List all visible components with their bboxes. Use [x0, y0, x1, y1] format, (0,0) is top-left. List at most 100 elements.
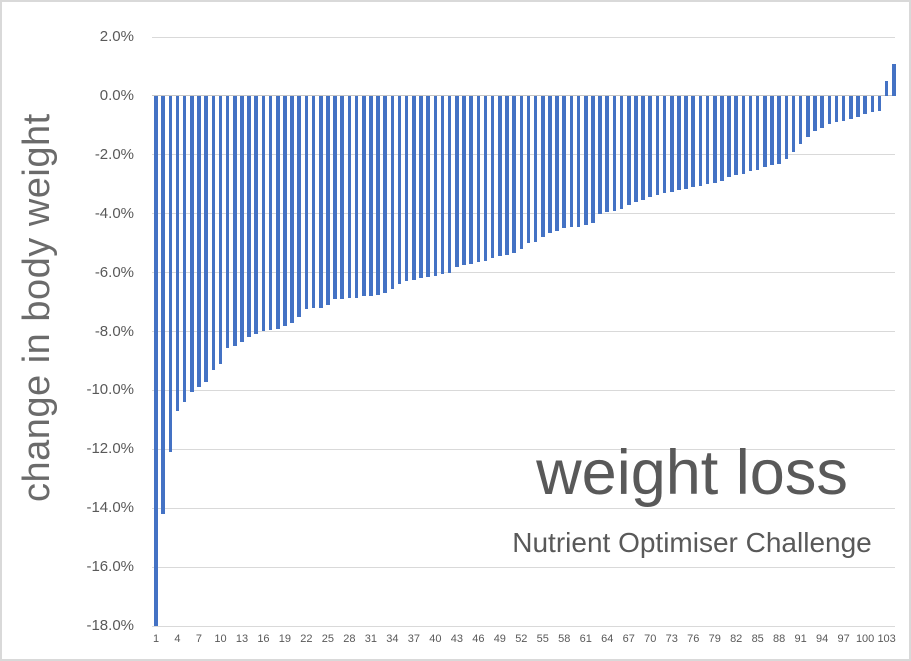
x-tick-label: 52: [515, 633, 528, 645]
bar: [455, 95, 459, 267]
x-tick-label: 49: [493, 633, 506, 645]
bar: [748, 95, 753, 171]
bar: [712, 95, 717, 183]
bar: [684, 95, 688, 189]
bar: [669, 95, 674, 192]
bar: [512, 95, 516, 254]
bar: [433, 95, 438, 276]
bar: [834, 95, 839, 123]
zero-axis-line: [152, 95, 895, 97]
y-tick-label: -14.0%: [86, 499, 134, 517]
bar: [404, 95, 409, 282]
bar: [340, 95, 345, 300]
bar: [648, 95, 653, 198]
bar: [483, 95, 488, 261]
gridline: [152, 389, 895, 391]
bar: [440, 95, 445, 275]
bar: [261, 95, 266, 332]
bar: [662, 95, 667, 194]
bar: [311, 95, 316, 308]
x-tick-label: 85: [751, 633, 764, 645]
bar: [190, 95, 194, 392]
x-tick-label: 97: [837, 633, 850, 645]
bar: [361, 95, 366, 297]
bar: [612, 95, 617, 211]
x-tick-label: 76: [687, 633, 700, 645]
bar: [498, 95, 502, 257]
bar: [734, 95, 738, 176]
x-tick-label: 28: [343, 633, 356, 645]
gridline: [152, 625, 895, 627]
bar: [211, 95, 216, 370]
y-tick-label: -18.0%: [86, 617, 134, 634]
bar: [283, 95, 287, 326]
x-tick-label: 94: [816, 633, 829, 645]
x-tick-label: 88: [773, 633, 786, 645]
plot-area: [152, 36, 896, 627]
bar: [806, 95, 810, 138]
y-tick-label: -6.0%: [94, 263, 134, 281]
bar: [541, 95, 545, 238]
bar: [741, 95, 746, 174]
chart-title: weight loss: [536, 438, 848, 508]
bar: [698, 95, 703, 186]
bar: [447, 95, 452, 273]
x-tick-label: 103: [877, 633, 896, 645]
bar: [576, 95, 581, 227]
y-tick-label: -2.0%: [94, 145, 134, 163]
x-tick-label: 7: [195, 633, 203, 645]
x-tick-label: 34: [386, 633, 399, 645]
x-tick-label: 31: [364, 633, 377, 645]
gridline: [152, 566, 895, 568]
bar: [820, 95, 824, 129]
bar: [197, 95, 201, 388]
bar: [268, 95, 273, 331]
bar: [462, 95, 466, 266]
bar: [426, 95, 430, 277]
y-tick-label: 2.0%: [99, 28, 134, 45]
x-tick-label: 19: [278, 633, 292, 645]
bar: [232, 95, 237, 347]
y-tick-label: -4.0%: [94, 204, 134, 222]
x-tick-label: 61: [579, 633, 592, 645]
bar: [290, 95, 294, 323]
bar: [677, 95, 681, 191]
y-tick-label: -10.0%: [86, 381, 134, 399]
bar: [591, 95, 595, 223]
bar: [777, 95, 781, 164]
x-tick-label: 10: [214, 633, 227, 645]
bar: [490, 95, 495, 258]
bar: [383, 95, 387, 294]
x-tick-label: 91: [794, 633, 807, 645]
bar: [870, 95, 875, 113]
gridline: [152, 36, 895, 38]
gridline: [152, 507, 895, 509]
bar: [555, 95, 559, 232]
x-tick-label: 100: [855, 633, 875, 645]
bar: [562, 95, 567, 229]
bar: [877, 95, 882, 111]
bar: [655, 95, 660, 195]
bar: [755, 95, 760, 170]
bar: [505, 95, 509, 255]
x-tick-label: 1: [152, 633, 160, 645]
bar: [175, 95, 180, 411]
bar: [798, 95, 803, 145]
bar: [770, 95, 774, 166]
bar: [884, 81, 889, 96]
bar: [691, 95, 696, 188]
bar: [476, 95, 481, 263]
bar: [863, 95, 867, 114]
bar: [412, 95, 416, 280]
x-tick-label: 4: [174, 633, 181, 645]
bar: [254, 95, 259, 335]
gridline: [152, 213, 895, 215]
bar: [763, 95, 767, 167]
x-tick-label: 43: [450, 633, 463, 645]
y-tick-label: -16.0%: [86, 558, 134, 576]
x-tick-label: 40: [429, 633, 442, 645]
bar: [705, 95, 710, 185]
y-axis-title: change in body weight: [16, 113, 58, 502]
x-tick-label: 25: [321, 633, 335, 645]
bar: [548, 95, 552, 233]
